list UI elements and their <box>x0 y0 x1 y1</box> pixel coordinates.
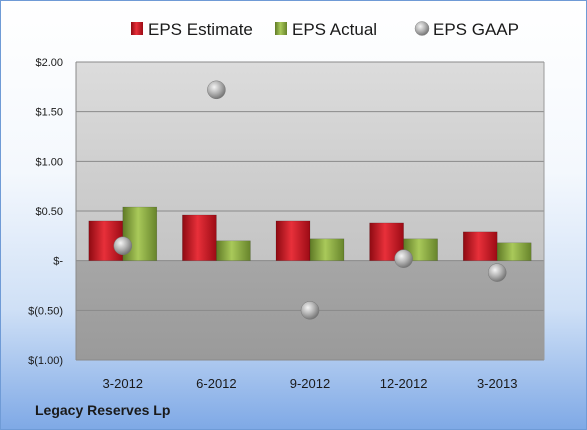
y-tick-label: $0.50 <box>35 206 63 218</box>
y-tick-label: $- <box>53 256 63 268</box>
eps-actual-bar <box>496 242 532 261</box>
legend-swatch-eps-estimate <box>131 22 143 35</box>
eps-gaap-point <box>300 301 320 320</box>
eps-actual-bar <box>309 238 345 261</box>
y-tick-label: $(0.50) <box>28 305 63 317</box>
eps-gaap-point <box>394 249 413 268</box>
eps-estimate-bar <box>462 231 498 261</box>
eps-gaap-point <box>113 236 133 256</box>
x-tick-label: 3-2012 <box>103 376 143 391</box>
eps-actual-bar <box>216 240 251 261</box>
legend-label-eps-estimate: EPS Estimate <box>148 20 253 39</box>
legend-label-eps-gaap: EPS GAAP <box>433 20 519 39</box>
y-tick-label: $1.50 <box>35 107 63 119</box>
company-name: Legacy Reserves Lp <box>35 402 171 418</box>
x-tick-label: 12-2012 <box>380 376 428 391</box>
y-tick-label: $1.00 <box>35 156 63 168</box>
x-tick-label: 6-2012 <box>196 376 236 391</box>
eps-gaap-point <box>207 80 226 100</box>
legend-label-eps-actual: EPS Actual <box>292 20 377 39</box>
legend-swatch-eps-actual <box>275 22 287 35</box>
x-tick-label: 9-2012 <box>290 376 330 391</box>
y-tick-label: $(1.00) <box>28 355 63 367</box>
legend-swatch-eps-gaap <box>414 21 430 36</box>
y-tick-label: $2.00 <box>35 57 63 69</box>
eps-gaap-point <box>487 263 507 282</box>
eps-estimate-bar <box>275 220 311 261</box>
eps-estimate-bar <box>182 214 217 261</box>
x-tick-label: 3-2013 <box>477 376 517 391</box>
